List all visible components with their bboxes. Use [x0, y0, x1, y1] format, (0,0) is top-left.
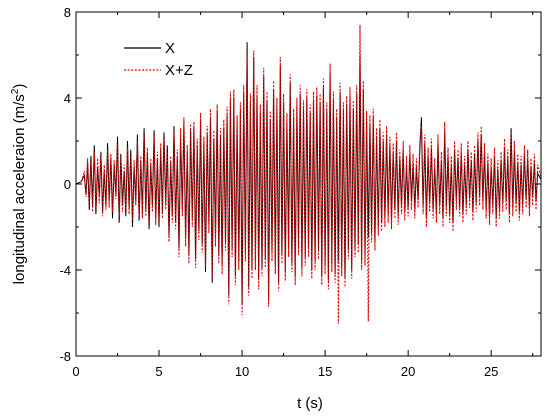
y-tick-label: 4: [64, 91, 71, 106]
y-axis-title-close: ): [11, 84, 28, 89]
y-axis-title-superscript: 2: [10, 88, 21, 94]
series-line-1: [76, 24, 542, 324]
legend-label: X: [165, 40, 175, 57]
x-tick-label: 0: [72, 364, 79, 379]
y-tick-label: -4: [59, 263, 71, 278]
x-axis-title: t (s): [297, 395, 323, 412]
axes-layer: [75, 11, 542, 357]
x-tick-label: 10: [235, 364, 249, 379]
series-line-0: [75, 42, 542, 305]
y-tick-label: 8: [64, 5, 71, 20]
x-tick-label: 5: [155, 364, 162, 379]
x-tick-label: 20: [401, 364, 415, 379]
legend-label: X+Z: [165, 62, 193, 79]
tick-label-layer: 0 5 10 15 20 25 -8 -4 0 4 8: [59, 5, 498, 379]
y-tick-label: -8: [59, 349, 71, 364]
legend: X X+Z: [124, 40, 193, 79]
x-tick-label: 25: [484, 364, 498, 379]
series-layer: [75, 24, 542, 324]
y-axis-title: longitudinal acceleraion (m/s2): [10, 84, 28, 285]
y-tick-label: 0: [64, 177, 71, 192]
x-tick-label: 15: [318, 364, 332, 379]
y-axis-title-main: longitudinal acceleraion (m/s: [11, 94, 28, 284]
